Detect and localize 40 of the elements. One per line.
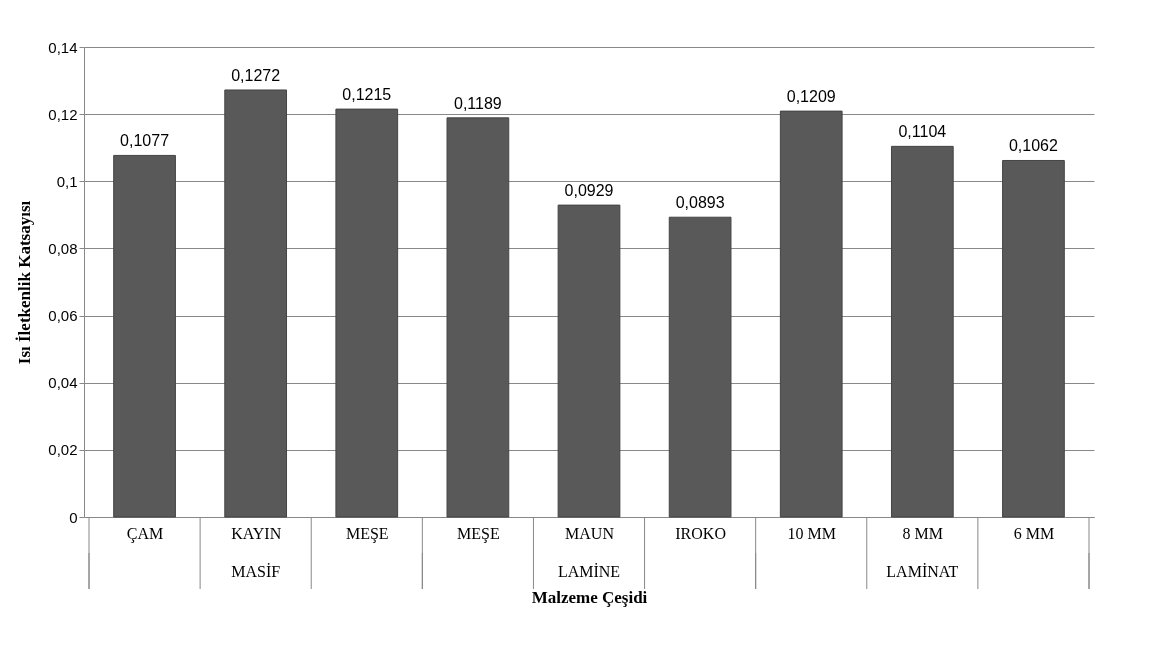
y-tick-label: 0,12: [48, 105, 78, 123]
data-label: 0,1215: [342, 86, 392, 104]
data-label: 0,1077: [120, 132, 170, 150]
data-label: 0,0929: [564, 182, 614, 200]
text: LAMİNE: [557, 563, 621, 580]
bar: [779, 110, 843, 518]
y-tick-label: 0,08: [48, 239, 78, 257]
bar: [1002, 159, 1065, 518]
x-tick-label: MEŞE: [457, 524, 500, 543]
bar: [335, 108, 399, 518]
text: MASİF: [231, 563, 281, 580]
bar: [890, 145, 954, 518]
bar: [668, 216, 732, 518]
y-axis-title: Isı İletkenlik Katsayısı: [15, 200, 35, 365]
y-tick-label: 0,04: [48, 374, 78, 392]
bar: [113, 154, 176, 518]
y-tick-label: 0,02: [48, 441, 78, 459]
x-tick-label: MAUN: [565, 524, 615, 542]
data-label: 0,0893: [675, 194, 725, 212]
x-tick-label: KAYIN: [231, 524, 282, 542]
data-label: 0,1104: [898, 123, 947, 141]
x-axis-title: Malzeme Çeşidi: [531, 587, 648, 607]
data-label: 0,1209: [786, 88, 836, 106]
x-tick-label: IROKO: [675, 524, 726, 542]
y-tick-label: 0,14: [48, 38, 78, 56]
x-tick-label: MEŞE: [345, 524, 389, 543]
bar: [446, 117, 510, 518]
data-label: 0,1272: [231, 66, 281, 84]
y-tick-label: 0,1: [56, 172, 78, 190]
bar: [557, 204, 621, 518]
data-label: 0,1189: [454, 94, 502, 112]
text: LAMİNAT: [886, 563, 959, 580]
y-tick-label: 0,06: [48, 307, 78, 325]
x-tick-label: 10 MM: [787, 524, 836, 542]
x-tick-label: 8 MM: [902, 524, 944, 542]
data-label: 0,1062: [1008, 137, 1059, 155]
x-tick-label: ÇAM: [126, 524, 164, 543]
x-tick-label: 6 MM: [1013, 524, 1055, 542]
bar: [224, 89, 288, 518]
y-tick-label: 0: [69, 508, 78, 526]
